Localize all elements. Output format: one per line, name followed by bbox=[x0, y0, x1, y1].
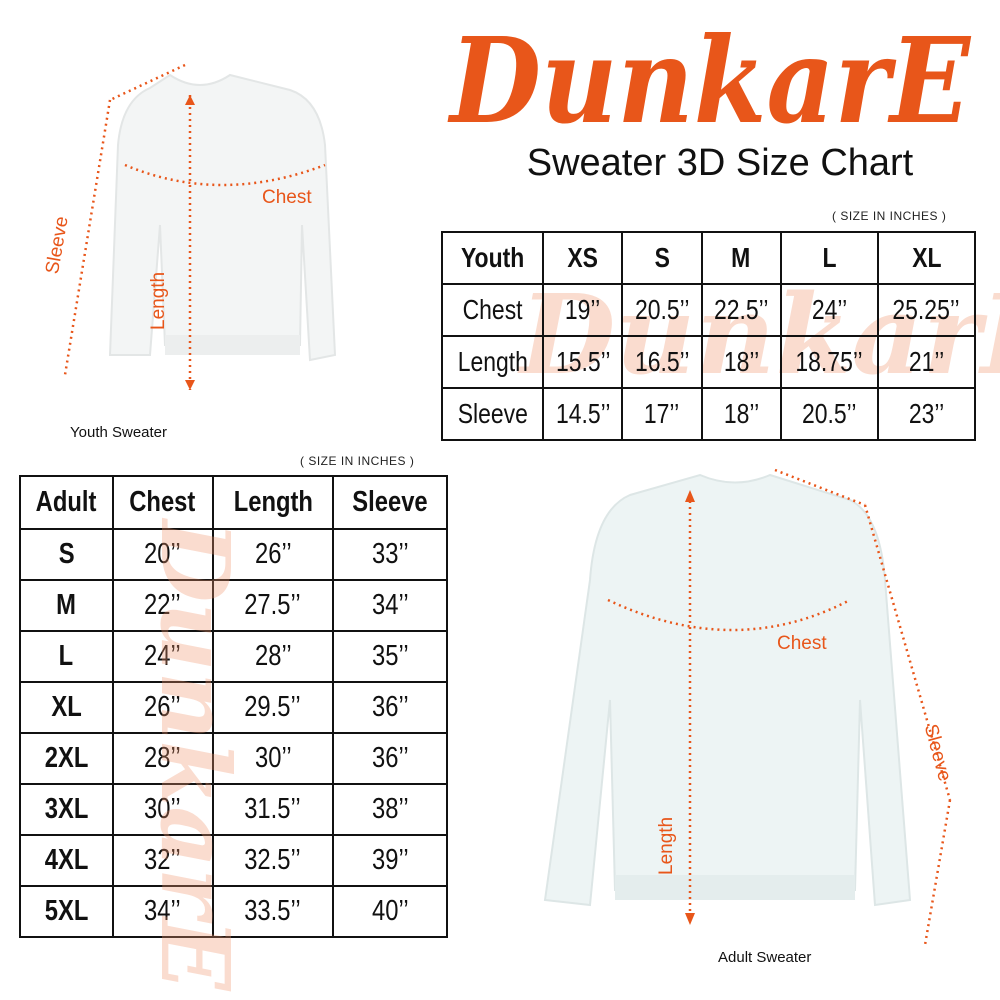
row-label: Length bbox=[440, 335, 545, 389]
adult-caption: Adult Sweater bbox=[718, 949, 812, 966]
table-cell: 34’’ bbox=[111, 885, 214, 938]
brand-logo: DunkarE bbox=[447, 11, 971, 145]
header-cell: Chest bbox=[111, 475, 214, 530]
table-row: 2XL 28’’ 30’’ 36’’ bbox=[19, 732, 449, 785]
header-cell: Sleeve bbox=[331, 475, 449, 530]
table-cell: 39’’ bbox=[331, 834, 449, 887]
table-cell: 18’’ bbox=[700, 335, 782, 389]
logo-text: DunkarE bbox=[447, 11, 971, 145]
table-cell: 20.5’’ bbox=[779, 387, 879, 441]
table-cell: 28’’ bbox=[111, 732, 214, 785]
table-cell: 36’’ bbox=[331, 732, 449, 785]
table-cell: 23’’ bbox=[876, 387, 977, 441]
page-title: Sweater 3D Size Chart bbox=[526, 142, 914, 184]
adult-size-note: ( SIZE IN INCHES ) bbox=[300, 454, 415, 468]
table-row: Length 15.5’’ 16.5’’ 18’’ 18.75’’ 21’’ bbox=[440, 335, 977, 389]
table-cell: 16.5’’ bbox=[621, 335, 703, 389]
youth-size-note: ( SIZE IN INCHES ) bbox=[832, 209, 947, 223]
table-cell: 31.5’’ bbox=[211, 783, 334, 836]
row-label: Chest bbox=[440, 283, 545, 337]
table-cell: 15.5’’ bbox=[542, 335, 624, 389]
table-row: Sleeve 14.5’’ 17’’ 18’’ 20.5’’ 23’’ bbox=[440, 387, 977, 441]
row-label: 2XL bbox=[19, 732, 114, 785]
header-cell: L bbox=[779, 231, 879, 285]
adult-chest-label: Chest bbox=[777, 633, 827, 654]
table-cell: 22’’ bbox=[111, 579, 214, 632]
table-cell: 30’’ bbox=[211, 732, 334, 785]
youth-size-table: Youth XS S M L XL Chest 19’’ 20.5’’ 22.5… bbox=[440, 231, 977, 441]
table-row: 3XL 30’’ 31.5’’ 38’’ bbox=[19, 783, 449, 836]
table-cell: 34’’ bbox=[331, 579, 449, 632]
table-cell: 17’’ bbox=[621, 387, 703, 441]
table-header-row: Adult Chest Length Sleeve bbox=[19, 475, 449, 530]
header-cell: M bbox=[700, 231, 782, 285]
table-cell: 24’’ bbox=[779, 283, 879, 337]
table-cell: 33.5’’ bbox=[211, 885, 334, 938]
table-cell: 28’’ bbox=[211, 630, 334, 683]
adult-size-table: Adult Chest Length Sleeve S 20’’ 26’’ 33’’ M… bbox=[19, 475, 449, 938]
table-cell: 33’’ bbox=[331, 528, 449, 581]
header-cell: Length bbox=[211, 475, 334, 530]
table-cell: 26’’ bbox=[111, 681, 214, 734]
table-cell: 20.5’’ bbox=[621, 283, 703, 337]
table-cell: 40’’ bbox=[331, 885, 449, 938]
table-row: Chest 19’’ 20.5’’ 22.5’’ 24’’ 25.25’’ bbox=[440, 283, 977, 337]
row-label: XL bbox=[19, 681, 114, 734]
row-label: 4XL bbox=[19, 834, 114, 887]
table-header-row: Youth XS S M L XL bbox=[440, 231, 977, 285]
table-cell: 35’’ bbox=[331, 630, 449, 683]
table-row: S 20’’ 26’’ 33’’ bbox=[19, 528, 449, 581]
table-cell: 22.5’’ bbox=[700, 283, 782, 337]
row-label: M bbox=[19, 579, 114, 632]
adult-length-label: Length bbox=[656, 816, 677, 875]
youth-chest-label: Chest bbox=[262, 187, 312, 208]
table-cell: 25.25’’ bbox=[876, 283, 977, 337]
table-cell: 20’’ bbox=[111, 528, 214, 581]
header-cell: XS bbox=[542, 231, 624, 285]
header-cell: XL bbox=[876, 231, 977, 285]
row-label: S bbox=[19, 528, 114, 581]
table-cell: 29.5’’ bbox=[211, 681, 334, 734]
table-cell: 32.5’’ bbox=[211, 834, 334, 887]
youth-caption: Youth Sweater bbox=[70, 424, 168, 441]
table-cell: 30’’ bbox=[111, 783, 214, 836]
table-cell: 18.75’’ bbox=[779, 335, 879, 389]
row-label: L bbox=[19, 630, 114, 683]
table-row: 5XL 34’’ 33.5’’ 40’’ bbox=[19, 885, 449, 938]
table-row: M 22’’ 27.5’’ 34’’ bbox=[19, 579, 449, 632]
table-cell: 24’’ bbox=[111, 630, 214, 683]
table-row: XL 26’’ 29.5’’ 36’’ bbox=[19, 681, 449, 734]
table-cell: 26’’ bbox=[211, 528, 334, 581]
table-row: L 24’’ 28’’ 35’’ bbox=[19, 630, 449, 683]
table-row: 4XL 32’’ 32.5’’ 39’’ bbox=[19, 834, 449, 887]
adult-sweater-illustration bbox=[543, 468, 952, 946]
header-cell: Youth bbox=[440, 231, 545, 285]
row-label: 5XL bbox=[19, 885, 114, 938]
table-cell: 36’’ bbox=[331, 681, 449, 734]
row-label: 3XL bbox=[19, 783, 114, 836]
table-cell: 38’’ bbox=[331, 783, 449, 836]
youth-sweater-illustration bbox=[63, 63, 337, 390]
header-cell: Adult bbox=[19, 475, 114, 530]
row-label: Sleeve bbox=[440, 387, 545, 441]
table-cell: 21’’ bbox=[876, 335, 977, 389]
header-cell: S bbox=[621, 231, 703, 285]
table-cell: 19’’ bbox=[542, 283, 624, 337]
youth-length-label: Length bbox=[148, 271, 169, 330]
table-cell: 14.5’’ bbox=[542, 387, 624, 441]
table-cell: 18’’ bbox=[700, 387, 782, 441]
table-cell: 27.5’’ bbox=[211, 579, 334, 632]
table-cell: 32’’ bbox=[111, 834, 214, 887]
